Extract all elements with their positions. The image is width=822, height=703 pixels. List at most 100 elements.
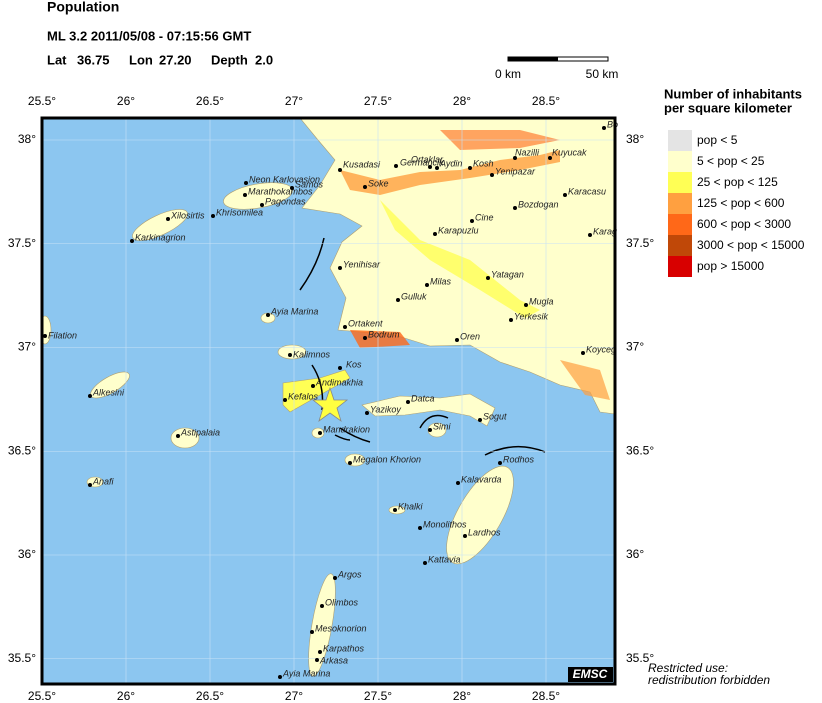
- town-dot: [363, 336, 367, 340]
- town-label: Filation: [48, 330, 77, 340]
- town-label: Cine: [475, 212, 494, 222]
- town-label: Arkasa: [319, 655, 348, 665]
- town-dot: [588, 233, 592, 237]
- town-label: Koyceg: [586, 344, 616, 354]
- legend-label: 3000 < pop < 15000: [697, 238, 805, 252]
- lon: 27.20: [159, 52, 192, 67]
- town-dot: [260, 203, 264, 207]
- town-dot: [393, 508, 397, 512]
- town-dot: [486, 276, 490, 280]
- town-dot: [211, 214, 215, 218]
- town-label: Monolithos: [423, 519, 467, 529]
- town-label: Mandrakion: [323, 424, 370, 434]
- town-dot: [463, 534, 467, 538]
- town-dot: [363, 185, 367, 189]
- lat-tick-label: 37°: [18, 340, 36, 354]
- lon-tick-label: 25.5°: [28, 689, 56, 703]
- lat-tick-label: 36°: [626, 547, 644, 561]
- town-dot: [343, 325, 347, 329]
- town-dot: [470, 219, 474, 223]
- town-label: Xilosirtis: [170, 210, 205, 220]
- depth: 2.0: [255, 52, 273, 67]
- town-dot: [290, 186, 294, 190]
- town-label: Nazilli: [515, 147, 540, 157]
- lat-tick-label: 35.5°: [8, 651, 36, 665]
- town-dot: [433, 232, 437, 236]
- lat-tick-label: 37.5°: [8, 236, 36, 250]
- town-label: Mugla: [529, 296, 554, 306]
- town-label: Anafi: [92, 476, 115, 486]
- title: Population: [47, 0, 119, 15]
- town-label: Germancik: [400, 157, 444, 167]
- town-label: Andimakhia: [315, 377, 363, 387]
- lat-tick-label: 37°: [626, 340, 644, 354]
- town-dot: [456, 481, 460, 485]
- town-label: Kosh: [473, 158, 494, 168]
- lat-label: Lat: [47, 52, 67, 67]
- lon-label: Lon: [129, 52, 153, 67]
- town-label: Kefalos: [288, 391, 319, 401]
- town-dot: [509, 318, 513, 322]
- legend-title: per square kilometer: [664, 100, 792, 115]
- town-dot: [425, 283, 429, 287]
- town-label: Rodhos: [503, 454, 535, 464]
- town-label: Oren: [460, 331, 480, 341]
- depth-label: Depth: [211, 52, 248, 67]
- town-dot: [88, 483, 92, 487]
- lon-tick-label: 26.5°: [196, 94, 224, 108]
- town-label: Karag: [593, 226, 617, 236]
- lon-tick-label: 26°: [117, 94, 135, 108]
- town-label: Gulluk: [401, 291, 427, 301]
- town-dot: [468, 166, 472, 170]
- frame: [40, 116, 617, 686]
- town-dot: [333, 576, 337, 580]
- legend-swatch: [668, 235, 692, 256]
- town-label: Argos: [337, 569, 362, 579]
- town-label: Lardhos: [468, 527, 501, 537]
- town-label: Marathokambos: [248, 186, 313, 196]
- town-dot: [396, 298, 400, 302]
- town-label: Yenipazar: [495, 166, 536, 176]
- town-dot: [320, 604, 324, 608]
- town-label: Khrisomilea: [216, 207, 263, 217]
- town-label: Pagondas: [265, 196, 306, 206]
- town-dot: [318, 650, 322, 654]
- town-dot: [478, 418, 482, 422]
- town-label: Karkinagrion: [135, 232, 186, 242]
- lat-tick-label: 36.5°: [626, 443, 654, 457]
- legend-label: pop > 15000: [697, 259, 764, 273]
- town-dot: [435, 166, 439, 170]
- town-label: Ayia Marina: [270, 306, 318, 316]
- town-dot: [278, 675, 282, 679]
- lon-tick-label: 25.5°: [28, 94, 56, 108]
- town-label: Megalon Khorion: [353, 454, 421, 464]
- town-dot: [288, 353, 292, 357]
- town-label: Yazikoy: [370, 404, 401, 414]
- lat-tick-label: 35.5°: [626, 651, 654, 665]
- town-label: Sogut: [483, 411, 507, 421]
- scale-start: 0 km: [495, 67, 521, 81]
- town-dot: [548, 156, 552, 160]
- lon-tick-label: 28.5°: [532, 94, 560, 108]
- town-label: Bodrum: [368, 329, 400, 339]
- town-label: Bo: [607, 119, 618, 129]
- town-dot: [563, 193, 567, 197]
- legend-swatch: [668, 214, 692, 235]
- town-label: Aydin: [439, 158, 462, 168]
- town-label: Yatagan: [491, 269, 524, 279]
- legend-title: Number of inhabitants: [664, 86, 802, 101]
- town-dot: [88, 394, 92, 398]
- town-dot: [283, 398, 287, 402]
- town-label: Samos: [295, 179, 324, 189]
- logo-box: [568, 667, 613, 682]
- town-label: Kalimnos: [293, 349, 331, 359]
- town-dot: [365, 411, 369, 415]
- footer-line: Restricted use:: [648, 661, 728, 675]
- lat-tick-label: 38°: [626, 132, 644, 146]
- town-dot: [310, 630, 314, 634]
- graticule: 25.5° 25.5° 26° 26° 26.5° 26.5° 27° 27° 27.5° 27.…: [8, 94, 655, 703]
- town-dot: [498, 461, 502, 465]
- town-dot: [266, 313, 270, 317]
